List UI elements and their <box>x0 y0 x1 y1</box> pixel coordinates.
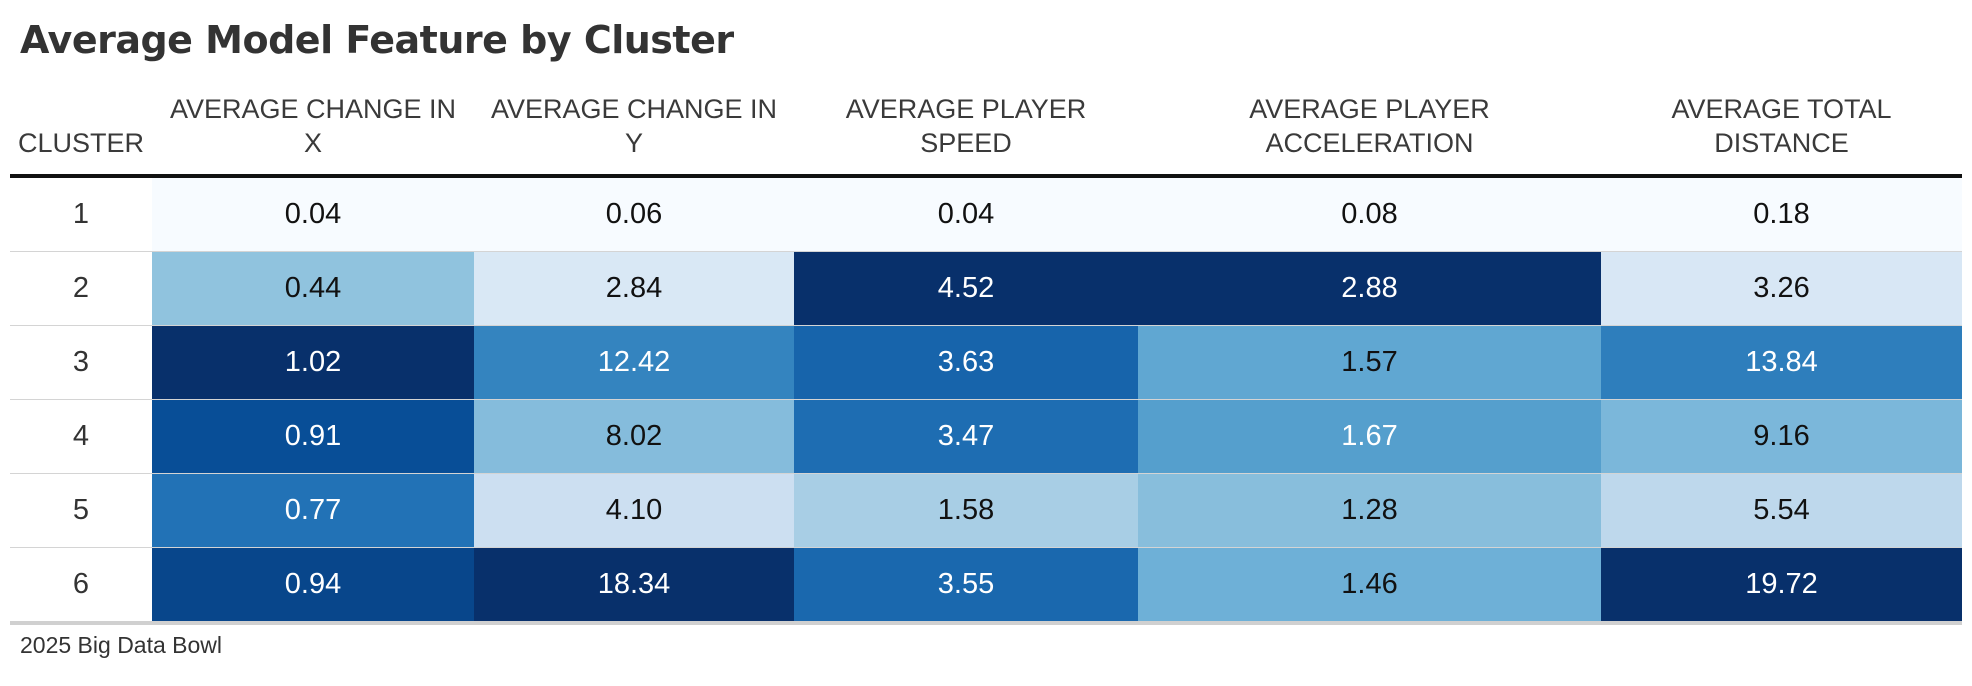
column-header-avg-change-x: AVERAGE CHANGE IN X <box>152 80 474 178</box>
avg-change-y-cell: 4.10 <box>474 473 794 548</box>
cluster-id-cell: 1 <box>10 176 152 252</box>
cluster-id-cell: 3 <box>10 325 152 400</box>
avg-player-speed-cell: 3.47 <box>794 399 1138 474</box>
avg-change-x-cell: 1.02 <box>152 325 474 400</box>
cluster-feature-table: CLUSTER AVERAGE CHANGE IN X AVERAGE CHAN… <box>10 80 1962 625</box>
table-row: 4 0.91 8.02 3.47 1.67 9.16 <box>10 399 1962 474</box>
avg-player-speed-cell: 1.58 <box>794 473 1138 548</box>
cluster-id-cell: 5 <box>10 473 152 548</box>
source-caption: 2025 Big Data Bowl <box>20 632 223 658</box>
avg-player-speed-cell: 3.55 <box>794 547 1138 625</box>
avg-change-x-cell: 0.04 <box>152 176 474 252</box>
column-header-avg-player-acceleration: AVERAGE PLAYER ACCELERATION <box>1138 80 1601 178</box>
avg-change-y-cell: 2.84 <box>474 251 794 326</box>
column-header-cluster: CLUSTER <box>10 80 152 178</box>
table-row: 5 0.77 4.10 1.58 1.28 5.54 <box>10 473 1962 548</box>
avg-change-y-cell: 0.06 <box>474 176 794 252</box>
avg-player-speed-cell: 3.63 <box>794 325 1138 400</box>
column-header-avg-change-y: AVERAGE CHANGE IN Y <box>474 80 794 178</box>
cluster-id-cell: 2 <box>10 251 152 326</box>
avg-player-acceleration-cell: 1.57 <box>1138 325 1601 400</box>
table-row: 3 1.02 12.42 3.63 1.57 13.84 <box>10 325 1962 400</box>
avg-total-distance-cell: 5.54 <box>1601 473 1962 548</box>
avg-player-acceleration-cell: 0.08 <box>1138 176 1601 252</box>
chart-title: Average Model Feature by Cluster <box>20 18 734 62</box>
avg-player-acceleration-cell: 1.46 <box>1138 547 1601 625</box>
avg-player-acceleration-cell: 1.28 <box>1138 473 1601 548</box>
avg-change-x-cell: 0.94 <box>152 547 474 625</box>
avg-total-distance-cell: 0.18 <box>1601 176 1962 252</box>
avg-change-y-cell: 12.42 <box>474 325 794 400</box>
avg-total-distance-cell: 9.16 <box>1601 399 1962 474</box>
avg-player-acceleration-cell: 1.67 <box>1138 399 1601 474</box>
avg-total-distance-cell: 13.84 <box>1601 325 1962 400</box>
avg-change-x-cell: 0.91 <box>152 399 474 474</box>
header-row: CLUSTER AVERAGE CHANGE IN X AVERAGE CHAN… <box>10 80 1962 178</box>
avg-change-x-cell: 0.44 <box>152 251 474 326</box>
avg-player-acceleration-cell: 2.88 <box>1138 251 1601 326</box>
table-body: 1 0.04 0.06 0.04 0.08 0.18 2 0.44 2.84 4.52 2.88 3.… <box>10 176 1962 625</box>
avg-change-x-cell: 0.77 <box>152 473 474 548</box>
column-header-avg-total-distance: AVERAGE TOTAL DISTANCE <box>1601 80 1962 178</box>
avg-change-y-cell: 8.02 <box>474 399 794 474</box>
cluster-feature-table-wrapper: CLUSTER AVERAGE CHANGE IN X AVERAGE CHAN… <box>10 80 1962 625</box>
avg-total-distance-cell: 3.26 <box>1601 251 1962 326</box>
table-row: 6 0.94 18.34 3.55 1.46 19.72 <box>10 547 1962 625</box>
table-row: 1 0.04 0.06 0.04 0.08 0.18 <box>10 176 1962 252</box>
avg-player-speed-cell: 0.04 <box>794 176 1138 252</box>
cluster-id-cell: 6 <box>10 547 152 625</box>
avg-change-y-cell: 18.34 <box>474 547 794 625</box>
avg-player-speed-cell: 4.52 <box>794 251 1138 326</box>
column-header-avg-player-speed: AVERAGE PLAYER SPEED <box>794 80 1138 178</box>
table-row: 2 0.44 2.84 4.52 2.88 3.26 <box>10 251 1962 326</box>
avg-total-distance-cell: 19.72 <box>1601 547 1962 625</box>
cluster-id-cell: 4 <box>10 399 152 474</box>
